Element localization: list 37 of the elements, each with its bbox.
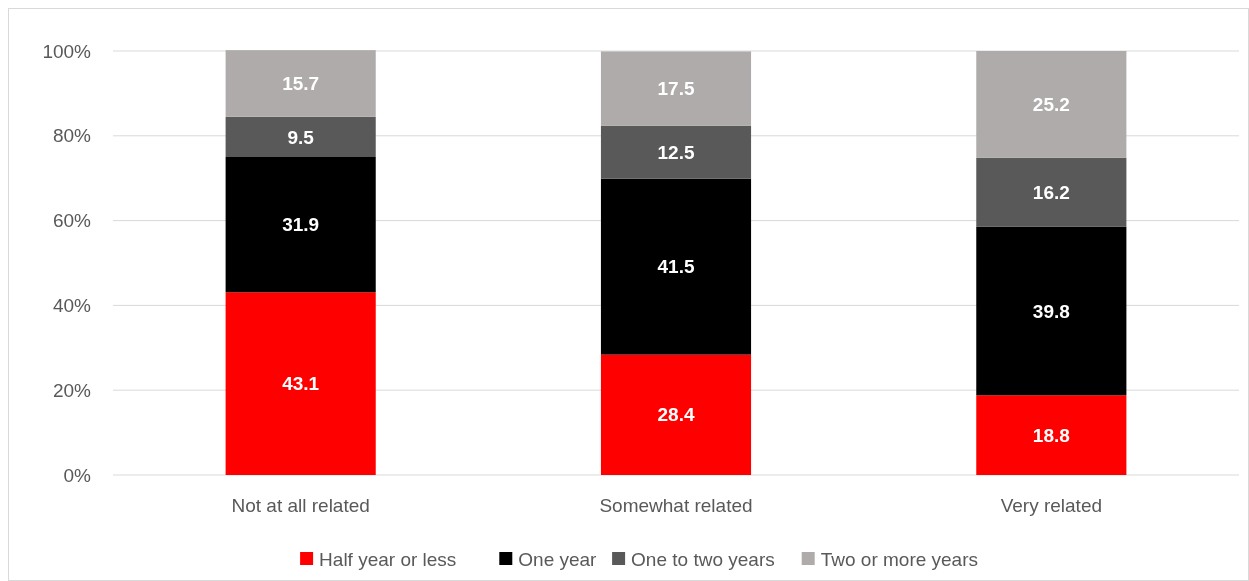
bar: [976, 157, 1127, 227]
y-tick-label: 60%: [52, 210, 92, 232]
bar: [976, 51, 1127, 158]
data-label: 41.5: [657, 256, 695, 278]
data-label: 39.8: [1032, 300, 1070, 322]
bar: [225, 116, 376, 157]
bar: [225, 50, 376, 117]
data-label: 25.2: [1032, 94, 1070, 116]
bar: [600, 125, 752, 179]
data-label: 15.7: [282, 73, 320, 95]
y-tick-label: 100%: [42, 40, 92, 62]
data-label: 17.5: [657, 78, 695, 100]
legend-label: Half year or less: [319, 548, 457, 570]
bar: [600, 354, 752, 475]
legend-label: One year: [518, 548, 598, 570]
data-label: 28.4: [657, 404, 695, 426]
legend-label: One to two years: [631, 548, 775, 570]
data-label: 16.2: [1032, 181, 1070, 203]
data-label: 9.5: [287, 126, 315, 148]
y-tick-label: 0%: [63, 464, 92, 486]
data-label: 12.5: [657, 141, 695, 163]
bar: [225, 157, 376, 293]
bar: [600, 178, 752, 355]
bar: [600, 51, 752, 126]
y-tick-label: 20%: [52, 379, 92, 401]
bar: [976, 395, 1127, 475]
x-tick-label: Not at all related: [231, 495, 370, 516]
data-label: 31.9: [282, 214, 320, 236]
y-tick-label: 80%: [52, 125, 92, 147]
x-tick-label: Somewhat related: [599, 495, 753, 516]
data-label: 43.1: [282, 373, 320, 395]
x-tick-label: Very related: [1000, 495, 1103, 516]
bar: [225, 292, 376, 475]
data-label: 18.8: [1032, 424, 1070, 446]
bar: [976, 226, 1127, 396]
legend-label: Two or more years: [820, 548, 979, 570]
y-tick-label: 40%: [52, 295, 92, 317]
